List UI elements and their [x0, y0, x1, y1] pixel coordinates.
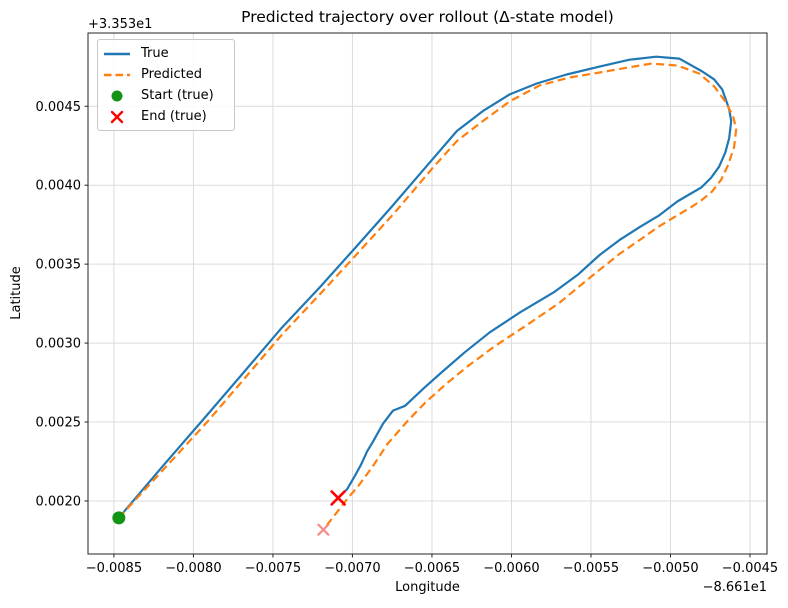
y-tick-label: 0.0040: [36, 179, 82, 194]
legend-label: Predicted: [141, 67, 203, 82]
x-tick-label: −0.0045: [722, 561, 778, 576]
plot-border: [87, 32, 768, 555]
y-axis-label: Latitude: [9, 266, 24, 320]
legend-label: Start (true): [141, 88, 214, 103]
series-layer: [117, 55, 738, 531]
predicted-line-sample-icon: [104, 73, 130, 76]
start-true-marker: [112, 511, 126, 525]
legend-item-predicted: Predicted: [102, 64, 228, 85]
series-true-line: [117, 55, 733, 519]
legend-item-end-true: End (true): [102, 106, 228, 127]
x-tick-label: −0.0050: [642, 561, 698, 576]
y-tick-label: 0.0030: [36, 337, 82, 352]
marker-layer: [112, 490, 346, 536]
x-tick-label: −0.0065: [404, 561, 460, 576]
x-tick-label: −0.0060: [483, 561, 539, 576]
legend-label: End (true): [141, 109, 207, 124]
x-tick-label: −0.0055: [563, 561, 619, 576]
legend-item-true: True: [102, 43, 228, 64]
axis-layer: −0.0085 −0.0080 −0.0075 −0.0070 −0.0065 −0.00…: [36, 32, 778, 576]
legend-label: True: [141, 46, 169, 61]
legend-x-glyph: [110, 110, 124, 123]
chart-title: Predicted trajectory over rollout (Δ-sta…: [241, 8, 614, 26]
y-axis-offset-text: +3.353e1: [88, 17, 152, 32]
x-tick-label: −0.0080: [165, 561, 221, 576]
end-marker-sample-icon: [110, 110, 124, 123]
x-axis-label: Longitude: [395, 580, 460, 595]
x-tick-label: −0.0085: [86, 561, 142, 576]
legend-item-start-true: Start (true): [102, 85, 228, 106]
y-tick-label: 0.0035: [36, 258, 82, 273]
end-predicted-marker: [317, 523, 330, 536]
legend-circle-glyph: [111, 90, 123, 101]
x-tick-label: −0.0075: [245, 561, 301, 576]
y-tick-label: 0.0025: [36, 416, 82, 431]
true-line-sample-icon: [104, 52, 130, 55]
end-true-marker: [330, 490, 346, 506]
x-tick-label: −0.0070: [324, 561, 380, 576]
y-tick-label: 0.0020: [36, 494, 82, 509]
legend: True Predicted Start (true) End (true): [97, 39, 235, 131]
series-predicted-line: [117, 62, 738, 531]
start-marker-sample-icon: [111, 90, 123, 101]
y-tick-label: 0.0045: [36, 100, 82, 115]
x-axis-offset-text: −8.661e1: [703, 580, 767, 595]
